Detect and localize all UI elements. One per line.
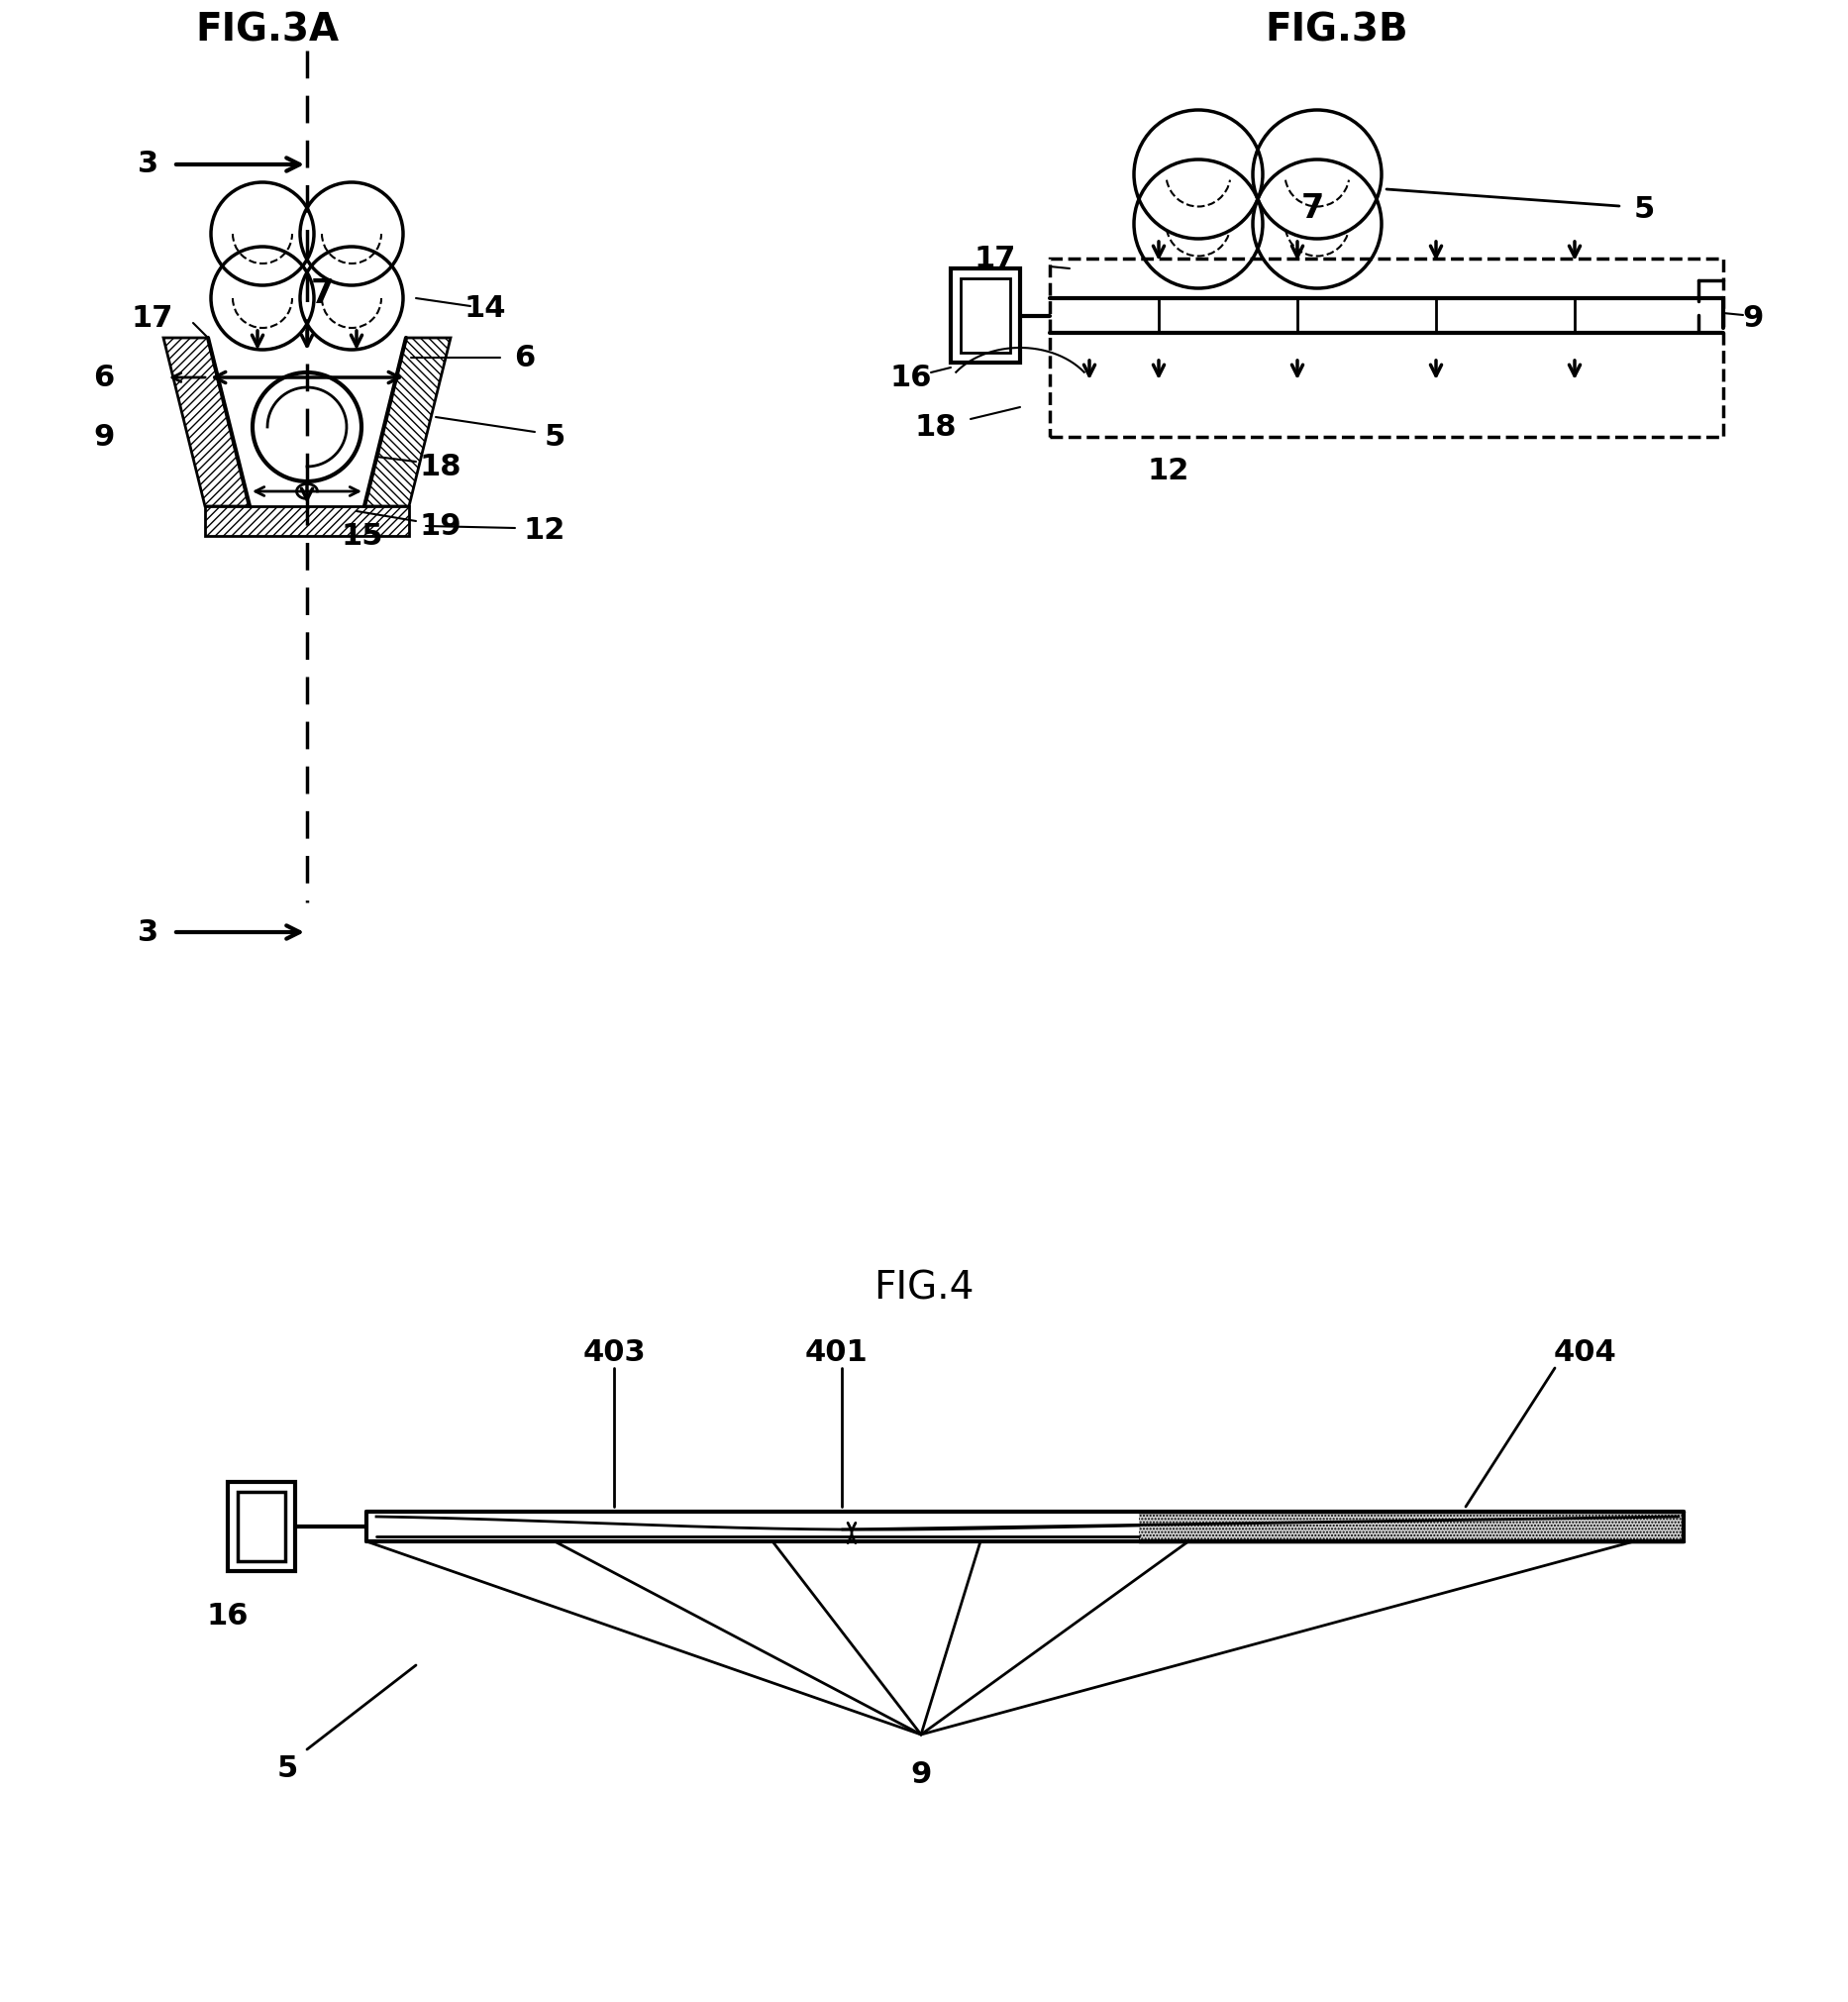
Bar [950, 268, 1020, 362]
Polygon shape [205, 507, 408, 537]
Text: 18: 18 [419, 452, 462, 480]
Text: 15: 15 [342, 523, 384, 551]
Text: 17: 17 [974, 244, 1016, 272]
Text: 403: 403 [582, 1339, 645, 1367]
Polygon shape [364, 338, 451, 507]
Bar [1138, 1512, 1684, 1542]
Text: 5: 5 [277, 1756, 298, 1784]
Text: 6: 6 [514, 342, 536, 372]
Text: 7: 7 [1301, 192, 1323, 226]
Text: 6: 6 [94, 362, 115, 392]
Text: 9: 9 [94, 422, 115, 450]
Bar [227, 1481, 296, 1572]
Text: 9: 9 [1743, 304, 1763, 332]
Polygon shape [163, 338, 249, 507]
Text: FIG.4: FIG.4 [874, 1269, 974, 1307]
Text: 14: 14 [464, 294, 506, 322]
Text: 19: 19 [419, 513, 462, 541]
Text: FIG.3B: FIG.3B [1266, 12, 1408, 50]
Text: 9: 9 [911, 1760, 931, 1788]
Bar [238, 1491, 285, 1562]
Text: 7: 7 [310, 276, 333, 310]
Text: 404: 404 [1552, 1339, 1617, 1367]
Text: 18: 18 [915, 412, 957, 440]
Text: 401: 401 [806, 1339, 869, 1367]
Bar [961, 278, 1011, 352]
Bar [1050, 258, 1722, 436]
Text: 16: 16 [207, 1602, 249, 1630]
Text: 3: 3 [139, 917, 159, 947]
Text: 5: 5 [1634, 194, 1654, 224]
Text: 3: 3 [139, 150, 159, 178]
Text: FIG.3A: FIG.3A [196, 12, 340, 50]
Text: 12: 12 [1148, 456, 1190, 486]
Text: 12: 12 [523, 517, 565, 545]
Text: 17: 17 [131, 304, 174, 332]
Text: 16: 16 [891, 362, 931, 392]
Text: 5: 5 [543, 422, 565, 450]
